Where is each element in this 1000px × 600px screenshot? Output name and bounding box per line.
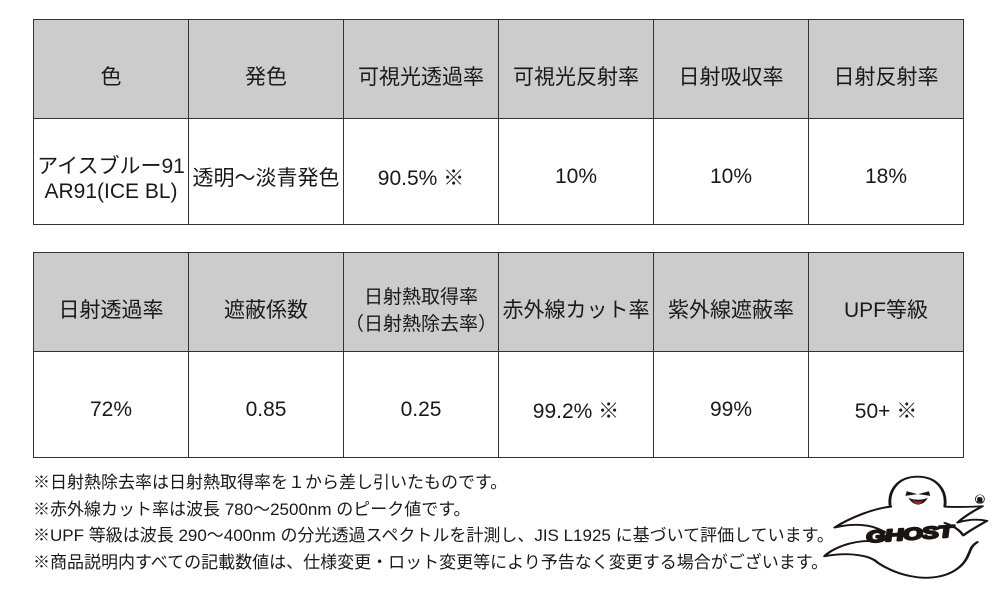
svg-text:GHOST: GHOST <box>865 522 958 547</box>
svg-text:R: R <box>978 498 981 503</box>
